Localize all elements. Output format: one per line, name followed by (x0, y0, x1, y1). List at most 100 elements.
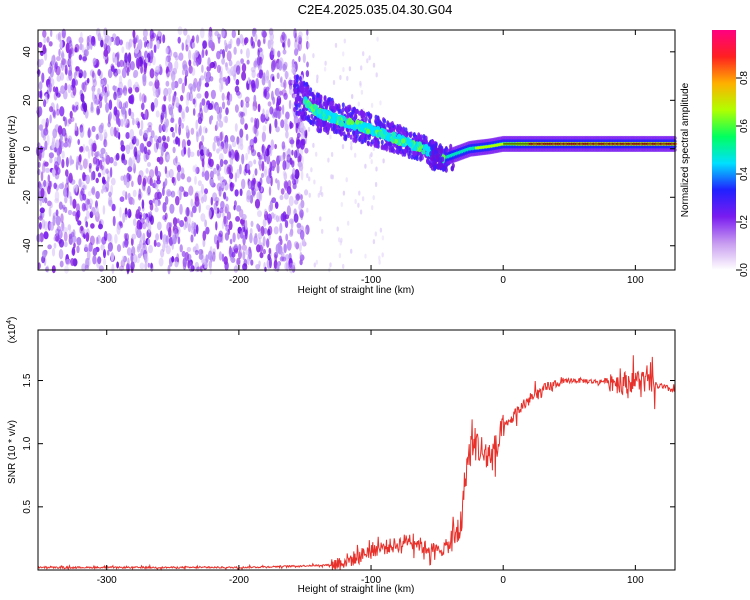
ridge-core-cell (349, 119, 355, 126)
noise-cell (63, 241, 68, 248)
noise-cell (289, 218, 294, 225)
noise-cell (132, 218, 137, 227)
noise-cell (274, 201, 279, 209)
noise-cell (372, 239, 376, 245)
noise-cell (313, 262, 316, 268)
noise-cell (49, 77, 55, 87)
noise-cell (130, 252, 134, 263)
noise-cell (378, 259, 381, 265)
noise-cell (80, 225, 84, 231)
noise-cell (200, 213, 206, 222)
colorbar-tick-label: 0.0 (739, 263, 750, 277)
ridge-core-cell (421, 149, 426, 155)
ridge-core-cell (401, 138, 406, 144)
noise-cell (284, 192, 289, 200)
noise-cell (213, 234, 218, 245)
noise-cell (171, 131, 176, 138)
noise-cell (38, 124, 43, 131)
noise-cell (298, 203, 303, 212)
noise-cell (208, 250, 213, 261)
noise-cell (341, 144, 345, 150)
noise-cell (196, 266, 201, 272)
noise-cell (43, 221, 49, 231)
noise-cell (240, 48, 243, 55)
noise-cell (207, 30, 213, 40)
noise-cell (139, 92, 142, 102)
noise-cell (110, 252, 115, 262)
noise-cell (250, 117, 254, 123)
noise-cell (186, 91, 191, 101)
noise-cell (289, 231, 294, 238)
noise-cell (317, 192, 320, 198)
noise-cell (139, 55, 145, 65)
noise-cell (124, 90, 128, 96)
noise-cell (181, 112, 186, 122)
noise-cell (194, 164, 198, 175)
noise-cell (289, 120, 293, 130)
ridge-cell (315, 92, 319, 98)
noise-cell (267, 228, 271, 236)
noise-cell (192, 81, 197, 92)
noise-cell (178, 77, 183, 85)
noise-cell (230, 135, 235, 143)
noise-cell (56, 108, 60, 116)
noise-cell (280, 34, 284, 44)
noise-cell (130, 60, 135, 71)
noise-cell (253, 136, 258, 144)
noise-cell (323, 66, 327, 72)
noise-cell (224, 62, 228, 68)
noise-cell (148, 244, 153, 254)
noise-cell (156, 242, 161, 248)
noise-cell (140, 111, 144, 118)
colorbar-tick-label: 0.8 (739, 71, 750, 85)
noise-cell (215, 105, 220, 114)
noise-cell (107, 233, 112, 242)
noise-cell (254, 180, 260, 192)
noise-cell (185, 44, 189, 52)
noise-cell (188, 185, 194, 196)
noise-cell (241, 71, 247, 81)
noise-cell (171, 81, 176, 87)
noise-cell (78, 154, 82, 163)
noise-cell (144, 262, 148, 271)
noise-cell (45, 79, 50, 86)
noise-cell (174, 55, 179, 61)
noise-cell (134, 36, 138, 42)
noise-cell (155, 65, 161, 73)
noise-cell (216, 239, 220, 250)
noise-cell (61, 158, 65, 169)
noise-cell (91, 85, 96, 93)
noise-cell (235, 90, 241, 96)
noise-cell (184, 75, 187, 87)
noise-cell (91, 70, 95, 79)
noise-cell (90, 223, 95, 229)
noise-cell (82, 143, 86, 154)
noise-cell (192, 108, 196, 116)
noise-cell (248, 181, 252, 189)
ridge-cell (293, 106, 297, 113)
noise-cell (242, 263, 248, 271)
x-tick-label: -100 (361, 275, 381, 286)
noise-cell (354, 199, 357, 204)
noise-cell (260, 153, 265, 160)
noise-cell (290, 174, 295, 181)
noise-cell (125, 132, 130, 139)
noise-cell (269, 170, 272, 179)
noise-cell (158, 156, 164, 165)
noise-cell (225, 107, 229, 115)
noise-cell (203, 146, 208, 156)
y-tick-label: 1.0 (22, 436, 33, 450)
noise-cell (241, 213, 247, 221)
noise-cell (277, 179, 280, 191)
ridge-cell (312, 117, 315, 123)
noise-cell (228, 164, 233, 175)
y-tick-label: -40 (22, 238, 33, 253)
noise-cell (307, 126, 311, 132)
noise-cell (38, 81, 43, 91)
noise-cell (342, 67, 345, 72)
ridge-cell (293, 83, 297, 89)
noise-cell (315, 259, 318, 265)
noise-cell (223, 116, 228, 123)
noise-cell (294, 39, 298, 50)
noise-cell (141, 93, 146, 104)
